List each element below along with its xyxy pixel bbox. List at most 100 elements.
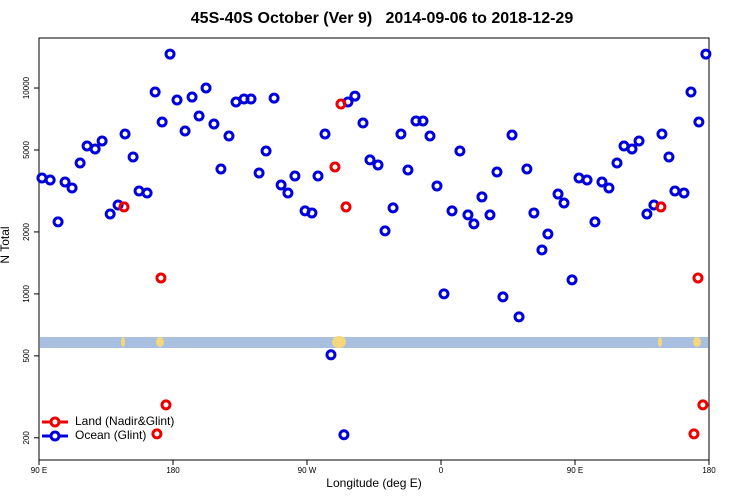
data-point: [245, 93, 257, 105]
data-point: [656, 128, 668, 140]
data-point: [395, 128, 407, 140]
y-tick-label: 500: [22, 349, 31, 363]
data-point: [349, 90, 361, 102]
data-point: [678, 187, 690, 199]
x-tick-label: 0: [439, 466, 444, 475]
data-point: [655, 201, 667, 213]
data-point: [692, 272, 704, 284]
data-point: [387, 202, 399, 214]
data-point: [454, 145, 466, 157]
data-point: [215, 163, 227, 175]
data-point: [325, 349, 337, 361]
data-point: [89, 143, 101, 155]
data-point: [319, 128, 331, 140]
data-point: [372, 159, 384, 171]
data-point: [44, 174, 56, 186]
x-axis-label: Longitude (deg E): [326, 476, 421, 490]
data-point: [96, 135, 108, 147]
plot-frame: [38, 37, 710, 461]
data-point: [104, 208, 116, 220]
data-point: [268, 92, 280, 104]
data-point: [171, 94, 183, 106]
data-point: [340, 201, 352, 213]
data-point: [633, 135, 645, 147]
data-point: [402, 164, 414, 176]
data-point: [208, 118, 220, 130]
data-point: [156, 116, 168, 128]
data-point: [581, 174, 593, 186]
data-point: [179, 125, 191, 137]
data-point: [127, 151, 139, 163]
data-point: [74, 157, 86, 169]
data-point: [200, 82, 212, 94]
data-point: [155, 272, 167, 284]
data-point: [468, 218, 480, 230]
data-point: [431, 180, 443, 192]
data-point: [513, 311, 525, 323]
data-point: [611, 157, 623, 169]
data-point: [506, 129, 518, 141]
data-point: [289, 170, 301, 182]
data-point: [663, 151, 675, 163]
data-point: [491, 166, 503, 178]
data-point: [596, 176, 608, 188]
data-point: [357, 117, 369, 129]
land-strip: [40, 336, 708, 348]
legend-marker: [49, 416, 61, 428]
data-point: [364, 154, 376, 166]
data-point: [335, 98, 347, 110]
y-tick-label: 2000: [22, 222, 31, 240]
data-point: [160, 399, 172, 411]
data-point: [566, 274, 578, 286]
data-point: [589, 216, 601, 228]
legend-label: Ocean (Glint): [75, 428, 146, 442]
data-point: [282, 187, 294, 199]
data-point: [193, 110, 205, 122]
data-point: [149, 86, 161, 98]
data-point: [119, 128, 131, 140]
data-point: [484, 209, 496, 221]
data-point: [528, 207, 540, 219]
data-point: [697, 399, 709, 411]
y-axis-label: N Total: [0, 226, 12, 263]
chart-title: 45S-40S October (Ver 9) 2014-09-06 to 20…: [191, 10, 574, 27]
data-point: [603, 182, 615, 194]
data-point: [186, 91, 198, 103]
data-point: [542, 228, 554, 240]
data-point: [641, 208, 653, 220]
data-point: [536, 244, 548, 256]
data-point: [164, 48, 176, 60]
x-tick-label: 90 W: [298, 466, 317, 475]
data-point: [141, 187, 153, 199]
data-point: [379, 225, 391, 237]
legend-label: Land (Nadir&Glint): [75, 414, 174, 428]
data-point: [59, 176, 71, 188]
data-point: [476, 191, 488, 203]
y-tick-label: 200: [22, 431, 31, 445]
data-point: [52, 216, 64, 228]
data-point: [685, 86, 697, 98]
data-point: [118, 201, 130, 213]
data-point: [558, 197, 570, 209]
data-point: [66, 182, 78, 194]
data-point: [417, 115, 429, 127]
data-point: [223, 130, 235, 142]
y-tick-label: 10000: [22, 76, 31, 99]
data-point: [552, 188, 564, 200]
data-point: [275, 179, 287, 191]
data-point: [438, 288, 450, 300]
data-point: [521, 163, 533, 175]
data-point: [669, 185, 681, 197]
data-point: [497, 291, 509, 303]
data-point: [306, 207, 318, 219]
data-point: [700, 48, 712, 60]
x-tick-label: 90 E: [567, 466, 583, 475]
data-point: [260, 145, 272, 157]
x-tick-label: 180: [166, 466, 180, 475]
x-tick-label: 90 E: [31, 466, 47, 475]
y-tick-label: 1000: [22, 284, 31, 302]
data-point: [312, 170, 324, 182]
x-tick-label: 180: [702, 466, 716, 475]
data-point: [693, 116, 705, 128]
